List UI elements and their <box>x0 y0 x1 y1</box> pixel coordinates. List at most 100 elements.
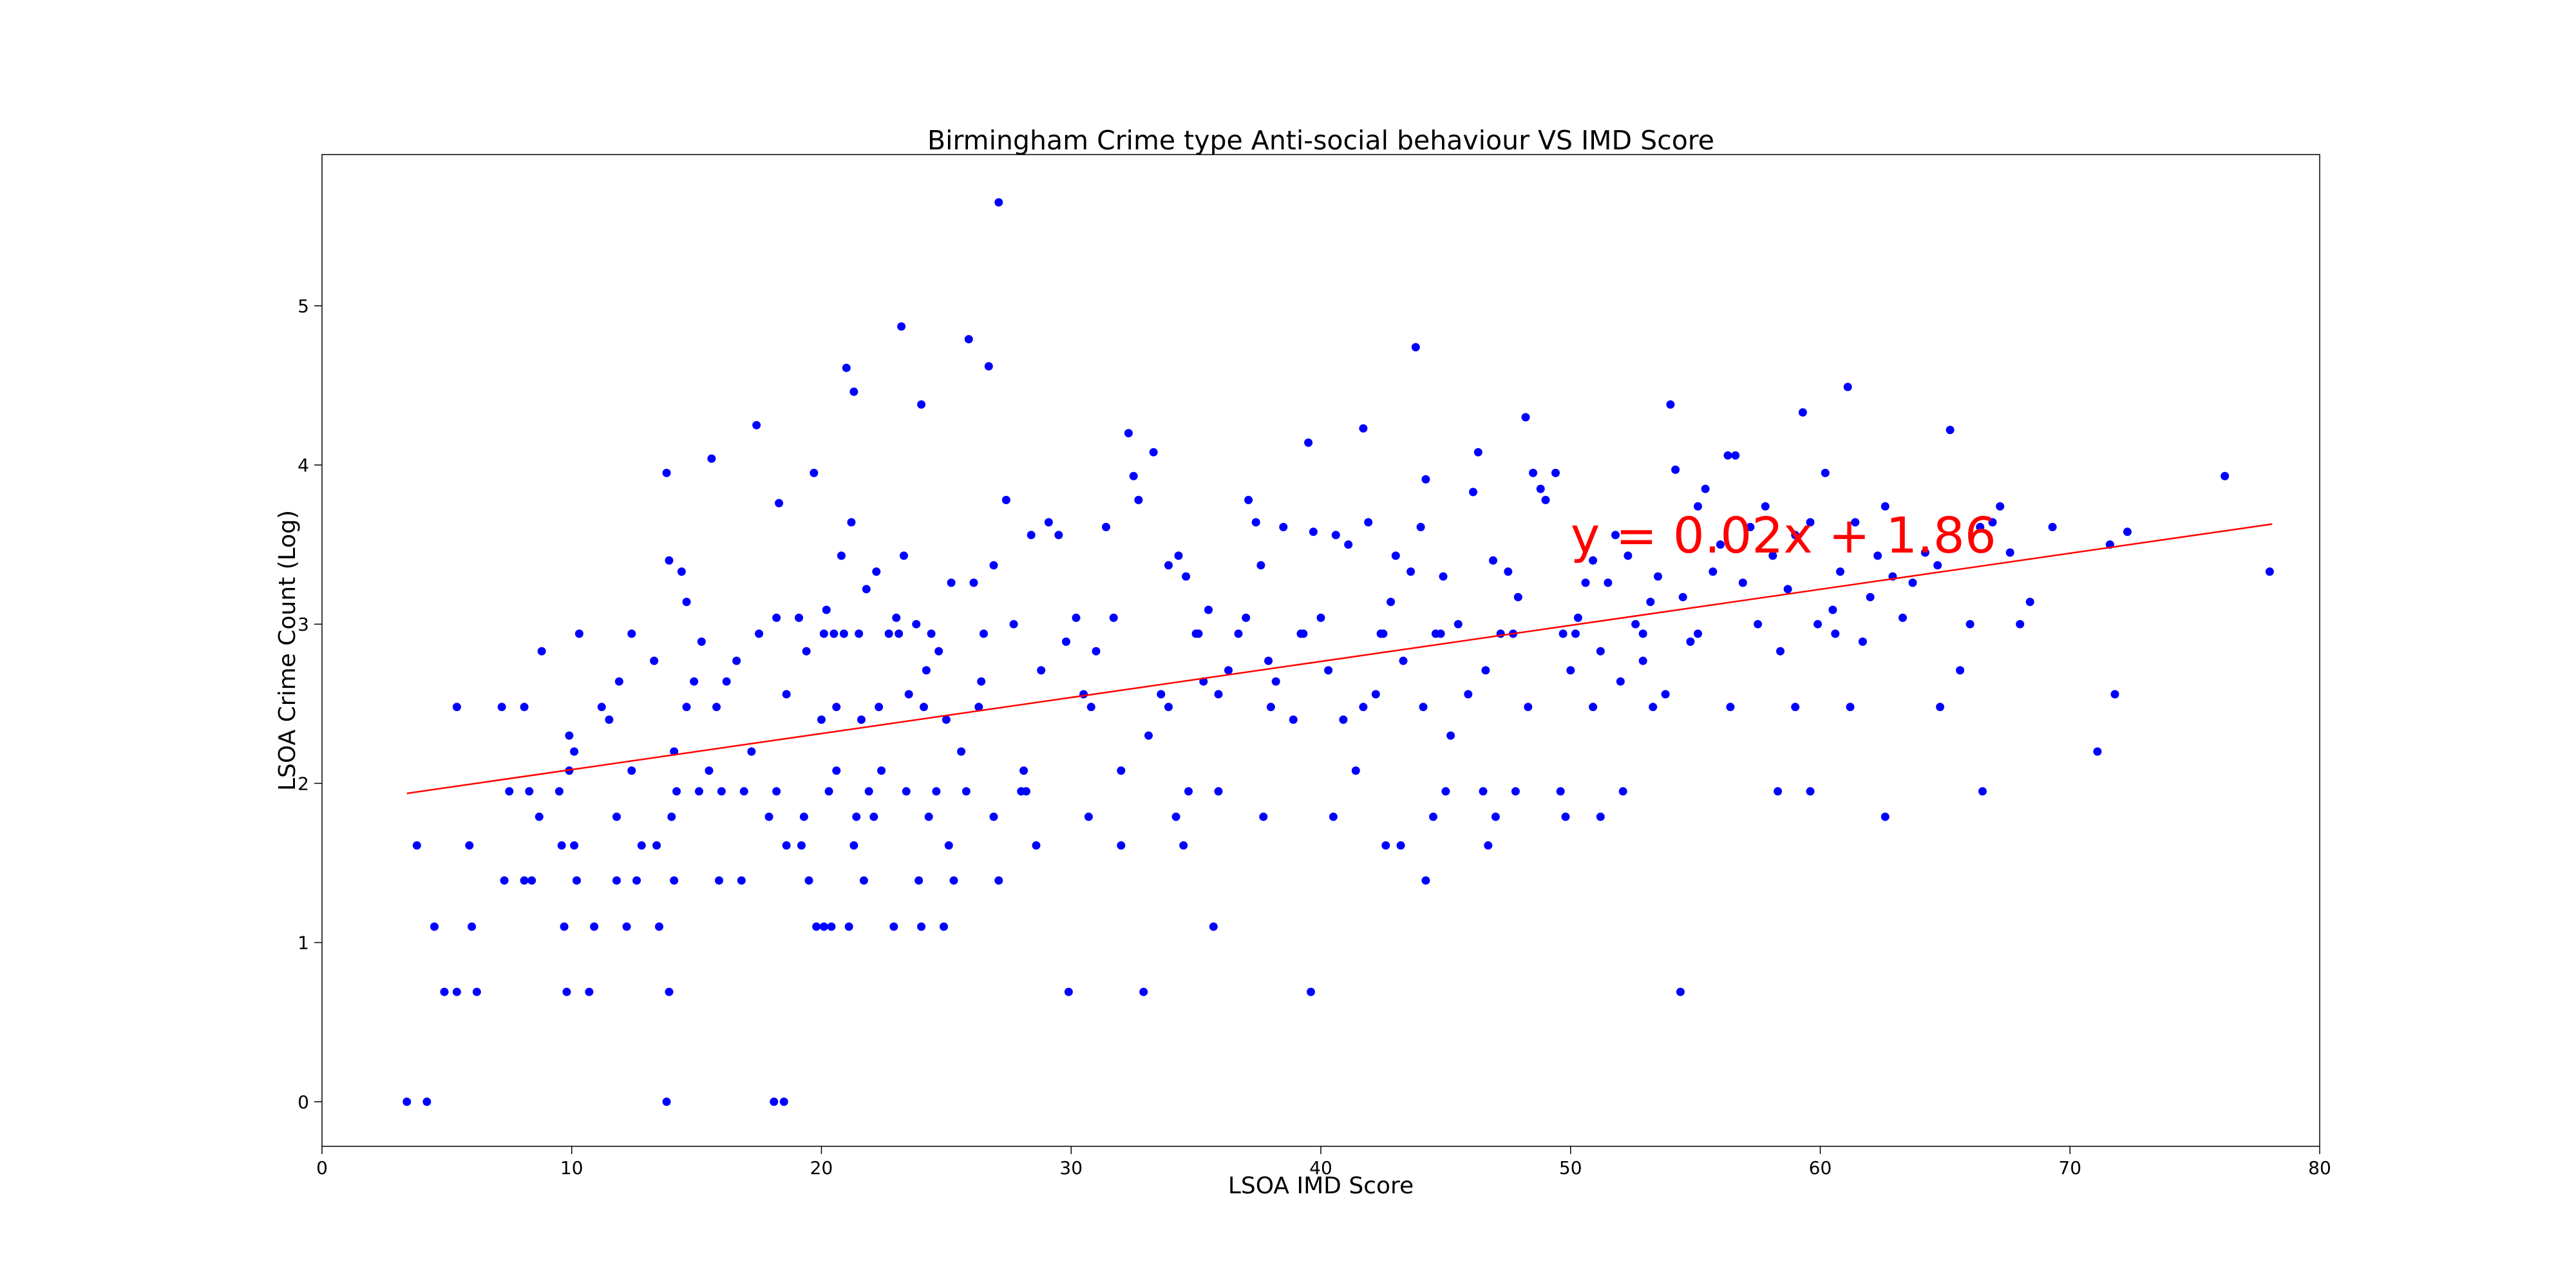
data-point <box>1001 495 1010 504</box>
x-tick-label: 80 <box>2308 1157 2331 1179</box>
x-tick-label: 0 <box>316 1157 328 1179</box>
data-point <box>412 841 421 850</box>
data-point <box>799 812 808 821</box>
data-point <box>824 787 833 796</box>
data-point <box>1256 561 1265 570</box>
data-point <box>1933 561 1942 570</box>
data-point <box>1266 703 1275 712</box>
data-point <box>862 585 871 594</box>
data-point <box>1831 629 1840 638</box>
data-point <box>1411 343 1420 352</box>
data-point <box>964 335 973 344</box>
data-point <box>1976 522 1985 531</box>
data-point <box>622 922 631 931</box>
data-point <box>764 812 773 821</box>
data-point <box>897 322 906 331</box>
data-point <box>452 703 461 712</box>
data-point <box>1988 518 1997 527</box>
fit-equation-label: y = 0.02x + 1.86 <box>1571 507 1996 565</box>
data-point <box>1556 787 1565 796</box>
data-point <box>1079 690 1088 699</box>
data-point <box>697 637 706 646</box>
data-point <box>1421 876 1430 885</box>
data-point <box>1304 438 1313 447</box>
data-point <box>1129 471 1138 480</box>
data-point <box>842 363 851 372</box>
data-point <box>1638 656 1647 665</box>
data-point <box>1086 703 1095 712</box>
data-point <box>614 677 623 686</box>
data-point <box>637 841 646 850</box>
data-point <box>855 629 864 638</box>
x-axis: 0 10 20 30 40 50 60 70 80 <box>316 1146 2331 1179</box>
data-point <box>1406 567 1416 576</box>
data-point <box>829 629 838 638</box>
data-point <box>989 561 998 570</box>
data-point <box>1978 787 1987 796</box>
data-point <box>1996 502 2005 511</box>
x-tick-label: 10 <box>560 1157 583 1179</box>
data-point <box>1234 629 1243 638</box>
data-point <box>1416 522 1425 531</box>
data-point <box>1419 703 1428 712</box>
data-point <box>520 876 529 885</box>
data-point <box>1214 690 1223 699</box>
y-tick-label: 0 <box>298 1092 309 1113</box>
data-point <box>1676 987 1685 996</box>
y-tick-label: 2 <box>298 773 309 794</box>
data-point <box>1359 424 1368 433</box>
data-point <box>1164 561 1173 570</box>
data-point <box>472 987 481 996</box>
data-point <box>1880 502 1889 511</box>
data-point <box>1768 551 1777 560</box>
data-point <box>927 629 936 638</box>
data-point <box>1307 987 1315 996</box>
data-point <box>677 567 686 576</box>
data-point <box>1481 666 1490 675</box>
data-point <box>605 715 614 724</box>
data-point <box>864 787 873 796</box>
data-point <box>1936 703 1945 712</box>
data-point <box>877 766 886 775</box>
data-point <box>1774 787 1783 796</box>
x-tick-label: 60 <box>1809 1157 1832 1179</box>
data-point <box>2110 690 2119 699</box>
data-point <box>772 787 781 796</box>
data-point <box>782 690 791 699</box>
data-point <box>655 922 663 931</box>
data-point <box>1209 922 1218 931</box>
data-point <box>1171 812 1180 821</box>
data-point <box>2016 620 2025 629</box>
fit-line <box>406 523 2273 795</box>
data-point <box>1589 703 1598 712</box>
data-point <box>1611 531 1620 540</box>
data-point <box>1469 488 1477 497</box>
data-point <box>1473 448 1482 457</box>
data-point <box>525 787 534 796</box>
data-point <box>1965 620 1975 629</box>
data-point <box>1429 812 1437 821</box>
data-point <box>695 787 703 796</box>
data-point <box>590 922 599 931</box>
data-point <box>570 747 579 756</box>
data-point <box>1027 531 1036 540</box>
data-point <box>690 677 699 686</box>
data-point <box>1174 551 1183 560</box>
data-point <box>1589 556 1598 565</box>
data-point <box>585 987 594 996</box>
data-point <box>739 787 748 796</box>
data-point <box>722 677 731 686</box>
fit-line-group: y = 0.02x + 1.86 <box>406 507 2273 795</box>
data-point <box>1666 400 1675 409</box>
data-point <box>1179 841 1188 850</box>
data-point <box>1381 841 1390 850</box>
data-point <box>889 922 898 931</box>
data-point <box>902 787 911 796</box>
data-point <box>468 922 477 931</box>
data-point <box>732 656 741 665</box>
data-point <box>1726 703 1735 712</box>
data-point <box>1873 551 1882 560</box>
data-point <box>557 841 566 850</box>
data-point <box>822 605 831 614</box>
data-point <box>1117 766 1126 775</box>
